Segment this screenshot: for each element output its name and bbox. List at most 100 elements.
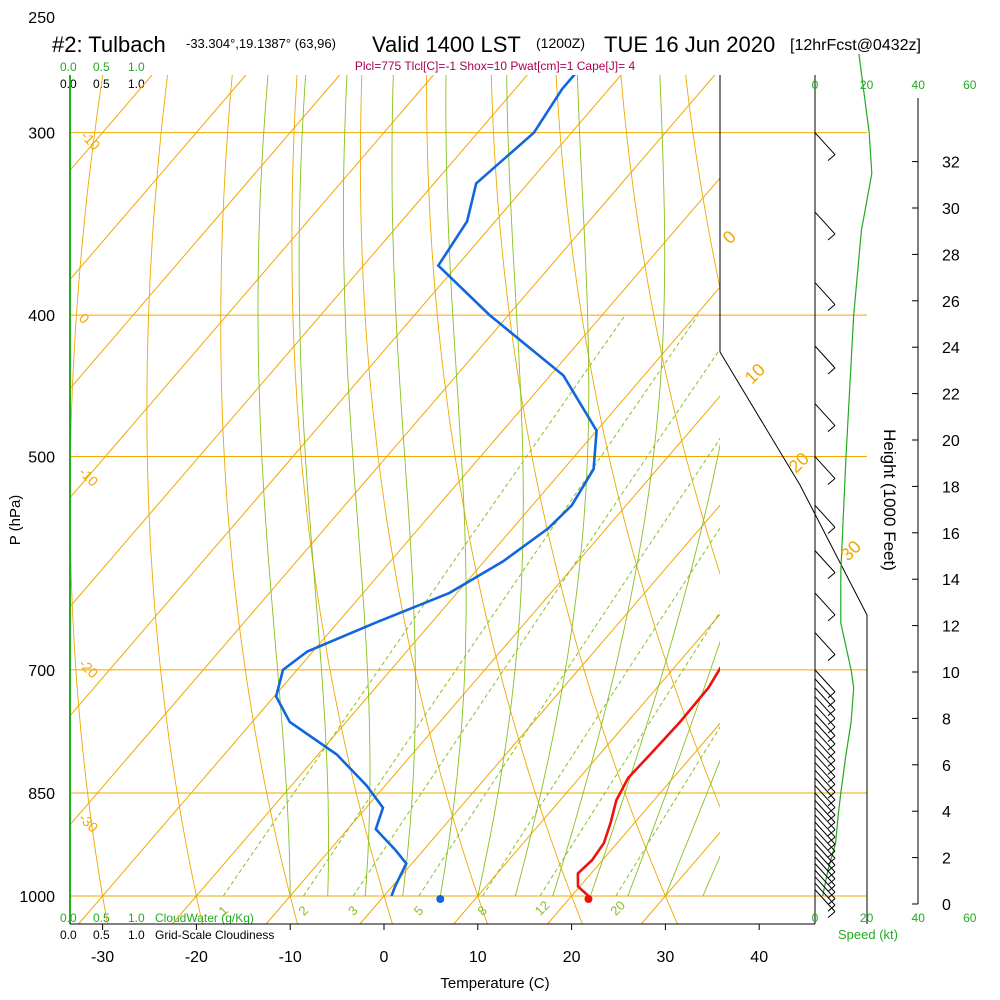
wind-barb-flag bbox=[827, 743, 836, 751]
wind-barb-flag bbox=[827, 425, 836, 433]
moist-adiabat-line bbox=[391, 75, 416, 897]
dry-adiabat-line bbox=[620, 75, 720, 576]
wind-barb-flag bbox=[827, 304, 836, 311]
height-tick-label: 28 bbox=[942, 247, 960, 264]
surface-temperature-point bbox=[584, 895, 593, 903]
wind-barb-flag bbox=[827, 878, 836, 886]
isotherm-line bbox=[547, 722, 720, 924]
height-tick-label: 10 bbox=[942, 665, 960, 682]
background-lines bbox=[70, 75, 1000, 924]
x-tick-label: -30 bbox=[91, 949, 114, 966]
wind-barb-flag bbox=[827, 726, 836, 734]
height-tick-label: 24 bbox=[942, 340, 960, 357]
dry-adiabat-line bbox=[555, 75, 720, 808]
height-tick-label: 6 bbox=[942, 758, 951, 775]
wind-barb-flag bbox=[827, 850, 836, 858]
moist-adiabat-line bbox=[627, 640, 720, 897]
isotherm-line bbox=[70, 75, 434, 499]
isotherm-line bbox=[70, 75, 716, 826]
cloud-tick-top-1: 0.5 bbox=[93, 60, 110, 74]
wind-barb-flag bbox=[827, 526, 836, 534]
dry-adiabat-line bbox=[426, 75, 583, 924]
wind-barb-staff bbox=[814, 456, 836, 479]
moist-adiabat-line bbox=[477, 75, 524, 897]
speed-tick-top: 20 bbox=[860, 78, 874, 92]
dry-adiabat-line bbox=[685, 75, 720, 290]
wind-layer bbox=[814, 53, 873, 919]
temperature-profile bbox=[576, 666, 720, 897]
height-tick-label: 26 bbox=[942, 294, 960, 311]
wind-barb-flag bbox=[827, 904, 836, 912]
wind-barb-flag bbox=[827, 709, 836, 717]
wind-barb-flag bbox=[827, 478, 836, 485]
speed-tick-top: 40 bbox=[912, 78, 926, 92]
isotherm-line bbox=[735, 75, 1000, 924]
wind-barb-staff bbox=[814, 807, 836, 831]
dry-adiabat-line bbox=[359, 75, 488, 924]
wind-barb-staff bbox=[814, 777, 836, 801]
wind-barb-staff bbox=[814, 592, 836, 616]
x-axis-title: Temperature (C) bbox=[440, 975, 549, 992]
mixing-ratio-line bbox=[303, 314, 699, 897]
wind-barb-staff bbox=[814, 738, 836, 761]
isotherm-label-left: -10 bbox=[78, 127, 104, 153]
moist-adiabat-line bbox=[552, 75, 666, 897]
wind-barb-flag bbox=[827, 885, 836, 892]
wind-barb-staff bbox=[814, 721, 836, 745]
moist-adiabat-line bbox=[257, 75, 291, 897]
height-tick-label: 30 bbox=[942, 201, 960, 218]
wind-barb-flag bbox=[827, 821, 836, 829]
pressure-tick-label: 250 bbox=[28, 10, 55, 27]
height-tick-label: 12 bbox=[942, 619, 960, 636]
pressure-tick-label: 500 bbox=[28, 450, 55, 467]
wind-barb-staff bbox=[814, 345, 836, 369]
speed-tick-bottom: 20 bbox=[860, 911, 874, 925]
speed-tick-bottom: 40 bbox=[912, 911, 926, 925]
height-axis-title: Height (1000 Feet) bbox=[880, 429, 899, 571]
moist-adiabat-line bbox=[589, 443, 720, 897]
pressure-tick-label: 1000 bbox=[19, 889, 55, 906]
wind-barb-flag bbox=[827, 700, 836, 708]
mixing-ratio-line bbox=[352, 348, 720, 897]
profile-layer bbox=[274, 75, 720, 903]
wind-barb-staff bbox=[814, 792, 836, 816]
pressure-tick-label: 850 bbox=[28, 786, 55, 803]
cloud-tick-bot-2: 1.0 bbox=[128, 911, 145, 925]
x-tick-label: -10 bbox=[279, 949, 302, 966]
wind-barb-flag bbox=[827, 911, 836, 919]
wind-barb-flag bbox=[827, 836, 836, 844]
wind-barb-flag bbox=[827, 691, 836, 699]
wind-barb-flag bbox=[827, 814, 836, 822]
mixing-ratio-line bbox=[615, 726, 720, 897]
mixing-ratio-label: 20 bbox=[607, 898, 628, 919]
isotherm-line bbox=[829, 75, 1000, 924]
isotherm-line bbox=[78, 177, 720, 924]
mixing-ratio-label: 3 bbox=[345, 903, 361, 919]
wind-barb-staff bbox=[814, 669, 836, 693]
wind-barb-staff bbox=[814, 282, 836, 305]
wind-barb-flag bbox=[827, 864, 836, 872]
forecast-date: TUE 16 Jun 2020 bbox=[604, 32, 775, 57]
moist-adiabat-line bbox=[298, 75, 330, 897]
cloud-axis-bottom: 0.0 0.5 1.0 CloudWater (g/Kg) 0.0 0.5 1.… bbox=[60, 911, 274, 942]
wind-barb-staff bbox=[814, 814, 836, 838]
wind-barb-staff bbox=[814, 550, 836, 573]
wind-barb-staff bbox=[814, 687, 836, 711]
mixing-ratio-line bbox=[418, 437, 720, 897]
wind-speed-profile bbox=[822, 53, 873, 897]
wind-barb-staff bbox=[814, 632, 836, 655]
cloudiness-tick-bot-0: 0.0 bbox=[60, 928, 77, 942]
wind-barb-staff bbox=[814, 678, 836, 702]
pressure-tick-label: 700 bbox=[28, 663, 55, 680]
cloud-tick-bot-0: 0.0 bbox=[60, 911, 77, 925]
cloudiness-tick-bot-1: 0.5 bbox=[93, 928, 110, 942]
forecast-info: [12hrFcst@0432z] bbox=[790, 37, 921, 54]
cloudwater-label: CloudWater (g/Kg) bbox=[155, 911, 254, 925]
dry-adiabat-line bbox=[490, 75, 678, 924]
wind-barb-flag bbox=[827, 829, 836, 837]
height-tick-label: 0 bbox=[942, 897, 951, 914]
mixing-ratio-label: 5 bbox=[411, 903, 427, 919]
mixing-ratio-label: 12 bbox=[532, 898, 553, 919]
mixing-ratio-label: 8 bbox=[474, 903, 490, 919]
